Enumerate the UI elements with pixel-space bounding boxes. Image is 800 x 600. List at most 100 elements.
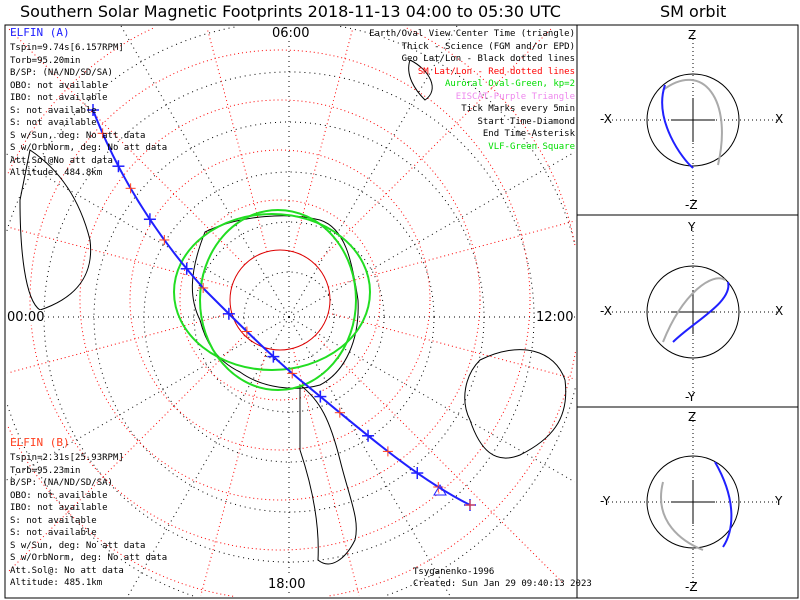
elfin-b-tick [125,183,136,194]
south-america-coast [299,383,357,565]
elfin-a-tick [143,213,156,226]
sm-lon-line [6,335,245,574]
sm-axis-bottom: -Z [685,198,698,212]
elfin-b-tick [198,282,209,293]
info-line: S w/OrbNorm, deg: No att data [10,553,168,563]
sm-orbit-title: SM orbit [660,2,727,21]
sm-axis-bottom: -Y [685,390,696,404]
geo-lon-line [288,151,576,318]
sm-orbit-plots [608,35,778,587]
elfin-a-name: ELFIN (A) [10,26,70,39]
legend-item: Earth/Oval View Center Time (triangle) [369,29,575,39]
coastlines [19,59,567,565]
sm-lon-line [328,220,576,288]
info-line: Torb=95.23min [10,465,81,476]
label-00: 00:00 [7,310,45,325]
info-line: S w/OrbNorm, deg: No att data [10,143,168,153]
elfin-b-tick [465,500,475,510]
sm-lon-line [315,26,554,265]
elfin-a-tick [267,350,280,363]
sm-axis-top: Z [688,410,697,424]
sm-axis-right: X [775,304,784,318]
elfin-a-tick [222,307,235,320]
elfin-b-name: ELFIN (B) [10,436,70,449]
elfin-b-tick [159,234,170,245]
info-line: S w/Sun, deg: No att data [10,540,146,551]
sm-lon-line [292,348,360,596]
legend-item: End Time-Asterisk [482,129,575,139]
africa-coast [19,149,92,311]
info-line: Altitude: 485.1km [10,578,103,588]
elfin-b-tick [241,326,252,337]
sm-axis-left: -X [600,304,612,318]
elfin-a-tick [362,429,375,442]
sm-lon-line [6,26,245,265]
legend-item: Start Time-Diamond [477,116,575,127]
info-line: B/SP: (NA/ND/SD/SA) [10,478,113,488]
info-line: S w/Sun, deg: No att data [10,130,146,141]
sm-axis-right: X [775,112,784,126]
sm-panel-1 [608,35,778,205]
sm-lat-circle [29,49,531,551]
info-line: Att.Sol@: No att data [10,565,124,576]
sm-axis-right: Y [775,494,783,508]
legend-item: EISCAT-Purple Triangle [455,91,575,102]
info-line: Tspin=2.31s[25.93RPM] [10,453,124,463]
info-line: Tspin=9.74s[6.157RPM] [10,43,124,53]
info-line: S: not available [10,528,97,538]
sm-panel-3 [608,417,778,587]
sm-axis-bottom: -Z [685,580,698,594]
legend-item: Geo Lat/Lon - Black dotted lines [401,54,575,64]
australia-coast [464,349,567,459]
info-line: IBO: not available [10,503,108,513]
info-line: S: not available [10,105,97,116]
sm-axis-top: Y [688,220,696,234]
page-title: Southern Solar Magnetic Footprints 2018-… [20,2,561,21]
geo-lon-line [288,316,576,483]
info-line: OBO: not available [10,490,108,501]
sm-axis-left: -Y [600,494,611,508]
label-06: 06:00 [272,26,310,41]
elfin-b-tick [97,128,108,139]
label-18: 18:00 [268,577,306,592]
legend-item: Tick Marks every 5min [461,104,575,114]
auroral-oval [173,209,371,391]
legend-item: Auroral Oval-Green, kp=2 [444,79,575,89]
info-line: IBO: not available [10,93,108,103]
elfin-b-tick [287,368,298,379]
sm-lon-line [200,348,268,596]
elfin-b-tick [334,407,345,418]
sm-lat-circle [79,99,481,501]
geo-lon-line [120,25,290,318]
antarctica-coast [191,215,359,389]
legend-item: Thick - Science (FGM and/or EPD) [401,41,575,52]
info-line: Torb=95.20min [10,55,81,66]
label-12: 12:00 [536,310,574,325]
legend-item: VLF-Green Square [488,141,575,152]
elfin-a-track [92,109,471,506]
info-line: S: not available [10,118,97,128]
sm-pole-circle [229,249,331,351]
sm-frame [576,24,799,599]
sm-lon-line [315,335,564,584]
sm-lon-line [7,226,232,288]
sm-lon-line [328,312,576,380]
info-line: B/SP: (NA/ND/SD/SA) [10,68,113,78]
sm-axis-top: Z [688,28,697,42]
model-label: Tsyganenko-1996 [413,567,495,577]
created-label: Created: Sun Jan 29 09:40:13 2023 [413,579,592,589]
geo-lon-line [288,25,458,318]
elfin-a-tick [87,104,99,116]
elfin-a-tick [112,160,125,173]
sm-axis-left: -X [600,112,612,126]
legend-item: SM Lat/Lon - Red dotted lines [417,66,575,77]
sm-lat-circle [179,199,381,401]
elfin-a-tick [314,390,327,403]
info-line: S: not available [10,515,97,526]
info-line: Att.Sol@No att data [10,155,113,166]
info-line: Altitude: 484.8km [10,168,103,178]
elfin-b-tick [382,446,393,457]
info-line: OBO: not available [10,80,108,91]
sm-panel-2 [608,227,778,397]
